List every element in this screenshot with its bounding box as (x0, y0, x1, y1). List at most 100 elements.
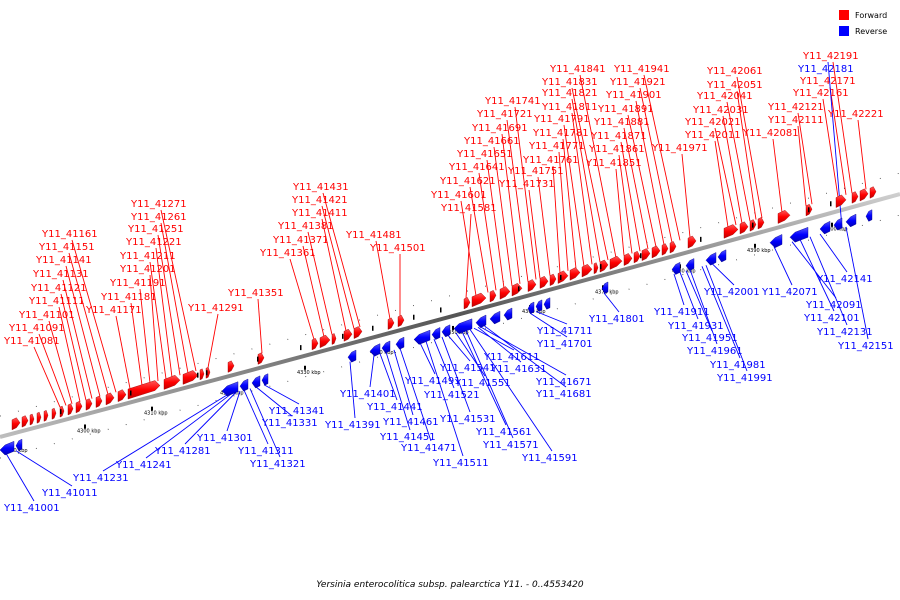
gene-marker (600, 264, 602, 270)
forward-gene-label: Y11_42051 (706, 80, 763, 91)
forward-leader-line (139, 288, 151, 384)
gene-marker (808, 207, 810, 213)
forward-gene-label: Y11_41731 (498, 179, 555, 190)
forward-gene (127, 380, 161, 400)
reverse-gene (431, 327, 441, 340)
reverse-gene-label: Y11_41231 (72, 473, 129, 484)
gene-marker (518, 286, 520, 292)
reverse-gene-label: Y11_41571 (482, 440, 539, 451)
forward-gene-label: Y11_42081 (742, 128, 799, 139)
forward-leader-line (618, 154, 633, 254)
forward-gene (51, 407, 57, 420)
forward-gene-label: Y11_41691 (471, 123, 528, 134)
forward-gene-label: Y11_41651 (456, 149, 513, 160)
reverse-gene (413, 329, 431, 345)
reverse-leader-line (773, 246, 793, 286)
forward-gene-label: Y11_41821 (541, 88, 598, 99)
reverse-gene-label: Y11_41801 (588, 314, 645, 325)
reverse-leader-line (419, 342, 436, 375)
reverse-leader-line (349, 361, 356, 419)
forward-leader-line (620, 141, 641, 252)
forward-gene (331, 333, 337, 345)
reverse-gene-label: Y11_41541 (439, 363, 496, 374)
forward-leader-line (627, 114, 657, 247)
forward-gene (633, 250, 641, 264)
reverse-gene (395, 336, 405, 350)
reverse-gene-label: Y11_41531 (439, 414, 496, 425)
reverse-gene (543, 297, 551, 310)
forward-gene-label: Y11_41201 (119, 264, 176, 275)
forward-gene-label: Y11_42171 (799, 76, 856, 87)
forward-gene-label: Y11_41181 (100, 292, 157, 303)
forward-gene (75, 401, 83, 414)
reverse-leader-line (529, 312, 568, 338)
forward-gene-label: Y11_41581 (440, 203, 497, 214)
tick-label: 4380 kbp (672, 268, 696, 274)
forward-leader-line (130, 302, 143, 386)
forward-gene-label: Y11_41791 (533, 114, 590, 125)
reverse-gene (845, 213, 857, 228)
gene-marker (257, 356, 259, 362)
forward-leader-line (797, 112, 813, 205)
reverse-leader-line (226, 391, 241, 432)
forward-gene-label: Y11_41601 (430, 190, 487, 201)
forward-gene (397, 314, 405, 328)
gene-marker (752, 222, 754, 228)
forward-gene-label: Y11_41431 (292, 182, 349, 193)
forward-leader-line (149, 261, 167, 379)
forward-gene-label: Y11_41851 (585, 158, 642, 169)
reverse-leader-line (399, 348, 432, 442)
reverse-gene-label: Y11_41561 (475, 427, 532, 438)
forward-gene (511, 283, 523, 297)
forward-leader-line (302, 245, 325, 337)
tick-label: 4390 kbp (747, 248, 771, 254)
reverse-leader-line (535, 311, 568, 325)
reverse-gene-label: Y11_41471 (400, 443, 457, 454)
reverse-gene-label: Y11_42181 (797, 64, 854, 75)
map-caption: Yersinia enterocolitica subsp. palearcti… (316, 580, 583, 590)
forward-gene-label: Y11_41621 (439, 176, 496, 187)
forward-gene-label: Y11_41771 (528, 141, 585, 152)
forward-leader-line (514, 106, 537, 280)
forward-gene-label: Y11_41831 (541, 77, 598, 88)
reverse-gene (221, 381, 239, 397)
forward-gene (527, 279, 537, 292)
reverse-gene (789, 227, 809, 243)
reverse-gene-label: Y11_41441 (366, 402, 423, 413)
reverse-leader-line (249, 388, 281, 458)
forward-leader-line (33, 346, 61, 408)
forward-leader-line (469, 186, 489, 293)
reverse-gene (865, 209, 873, 222)
forward-leader-line (537, 176, 551, 276)
gene-marker (372, 325, 374, 331)
forward-leader-line (829, 86, 847, 195)
forward-gene (569, 267, 581, 281)
reverse-leader-line (477, 326, 522, 363)
reverse-leader-line (369, 355, 375, 388)
reverse-gene (527, 301, 535, 314)
legend: Forward Reverse (839, 10, 887, 36)
forward-gene-label: Y11_41361 (259, 248, 316, 259)
forward-gene (227, 360, 235, 373)
forward-leader-line (832, 61, 853, 194)
reverse-gene-label: Y11_41711 (536, 326, 593, 337)
forward-gene-label: Y11_42041 (696, 91, 753, 102)
forward-gene-label: Y11_41661 (463, 136, 520, 147)
forward-leader-line (307, 231, 333, 335)
forward-gene (687, 235, 697, 249)
tick-mark (84, 424, 86, 429)
forward-gene-label: Y11_41101 (18, 310, 75, 321)
forward-gene (21, 415, 29, 428)
reverse-gene (535, 299, 543, 312)
reverse-leader-line (455, 332, 486, 377)
reverse-gene-label: Y11_41011 (41, 488, 98, 499)
reverse-leader-line (145, 392, 233, 459)
reverse-leader-line (425, 341, 464, 457)
forward-leader-line (478, 172, 497, 291)
forward-gene-label: Y11_41921 (609, 77, 666, 88)
forward-leader-line (65, 265, 101, 397)
reverse-gene-label: Y11_42141 (816, 274, 873, 285)
forward-leader-line (48, 320, 73, 405)
forward-leader-line (579, 74, 617, 258)
reverse-leader-line (243, 389, 269, 445)
